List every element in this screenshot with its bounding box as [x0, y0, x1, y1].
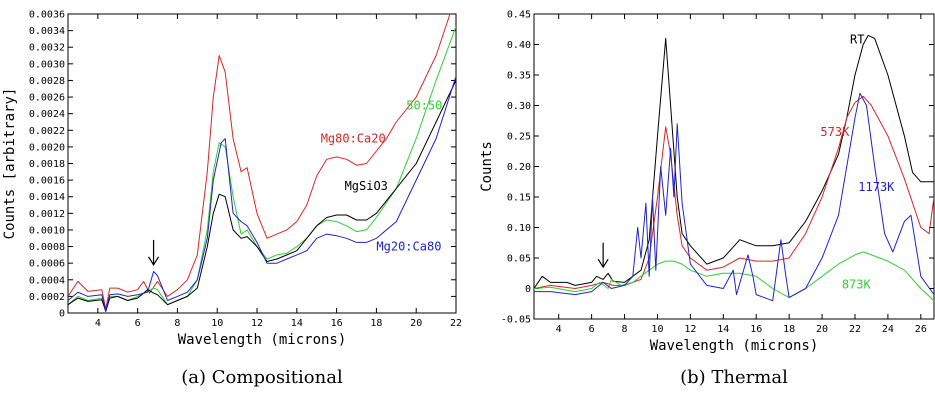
series-label-mg20-ca80: Mg20:Ca80 — [376, 240, 441, 254]
y-tick-label: 0.25 — [507, 132, 531, 143]
y-tick-label: 0.35 — [507, 71, 531, 82]
x-tick-label: 16 — [750, 324, 762, 335]
y-tick-label: 0.20 — [507, 162, 531, 173]
arrow-marker — [148, 239, 160, 266]
y-axis-label: Counts — [479, 141, 495, 192]
series-label-mg80-ca20: Mg80:Ca20 — [321, 132, 386, 146]
x-tick-label: 22 — [450, 318, 462, 329]
x-tick-label: 10 — [651, 324, 663, 335]
y-tick-label: 0 — [59, 309, 65, 320]
x-tick-label: 20 — [816, 324, 828, 335]
x-tick-label: 6 — [589, 324, 595, 335]
y-tick-label: 0.0016 — [29, 176, 65, 187]
y-tick-label: 0.0028 — [29, 76, 65, 87]
y-tick-label: 0.30 — [507, 101, 531, 112]
series-label-573k: 573K — [820, 125, 850, 139]
x-tick-label: 24 — [882, 324, 894, 335]
y-tick-label: 0.0006 — [29, 259, 65, 270]
chart-panel-1: 0 0.0002 0.0004 0.0006 0.0008 0.0010 0.0012 0.0… — [2, 10, 462, 389]
figure-caption: (b) Thermal — [680, 367, 788, 388]
x-tick-label: 18 — [370, 318, 382, 329]
x-tick-label: 22 — [849, 324, 861, 335]
y-tick-label: 0.05 — [507, 254, 531, 265]
y-tick-label: 0.0004 — [29, 275, 65, 286]
series-label-1173k: 1173K — [858, 180, 895, 194]
x-tick-label: 26 — [915, 324, 927, 335]
y-tick-label: 0.0024 — [29, 109, 65, 120]
x-axis-label: Wavelength (microns) — [650, 338, 819, 354]
x-tick-label: 6 — [135, 318, 141, 329]
y-tick-label: 0.0034 — [29, 26, 65, 37]
series-line-873k — [534, 251, 934, 302]
y-tick-label: 0.0030 — [29, 59, 65, 70]
y-tick-label: 0.15 — [507, 193, 531, 204]
y-tick-label: 0.0032 — [29, 43, 65, 54]
y-tick-label: 0.0022 — [29, 126, 65, 137]
y-tick-label: 0.0012 — [29, 209, 65, 220]
chart-panel-2: -0.05 0 0.05 0.10 0.15 0.20 0.25 0.30 0.35 0.40 0.… — [479, 10, 935, 388]
y-axis-label: Counts [arbitrary] — [2, 88, 18, 240]
y-tick-label: 0.0010 — [29, 225, 65, 236]
x-tick-label: 14 — [717, 324, 729, 335]
series-label-50-50: 50:50 — [406, 99, 442, 113]
figure-caption: (a) Compositional — [181, 367, 343, 388]
x-tick-label: 16 — [331, 318, 343, 329]
y-tick-label: 0.0020 — [29, 142, 65, 153]
x-tick-label: 8 — [174, 318, 180, 329]
series-label-mgsio3: MgSiO3 — [345, 179, 388, 193]
y-tick-label: 0.0026 — [29, 93, 65, 104]
series-line-mg20-ca80 — [68, 76, 456, 311]
x-tick-label: 4 — [556, 324, 562, 335]
x-axis-label: Wavelength (microns) — [178, 332, 347, 348]
plot-frame — [67, 13, 457, 314]
y-tick-label: 0 — [525, 284, 531, 295]
y-tick-label: -0.05 — [501, 315, 531, 326]
series-line-573k — [534, 95, 934, 289]
x-tick-label: 20 — [410, 318, 422, 329]
series-line-50-50 — [68, 26, 456, 312]
series-line-rt — [534, 34, 934, 289]
y-tick-label: 0.0036 — [29, 10, 65, 21]
arrow-head — [148, 256, 160, 266]
x-tick-label: 18 — [783, 324, 795, 335]
y-tick-label: 0.45 — [507, 10, 531, 21]
y-tick-label: 0.0002 — [29, 292, 65, 303]
y-tick-label: 0.10 — [507, 223, 531, 234]
x-tick-label: 12 — [251, 318, 263, 329]
x-tick-label: 14 — [291, 318, 303, 329]
y-tick-label: 0.0018 — [29, 159, 65, 170]
arrow-head — [597, 258, 609, 269]
x-tick-label: 12 — [684, 324, 696, 335]
series-line-mgsio3 — [68, 80, 456, 312]
series-label-rt: RT — [850, 32, 864, 46]
y-tick-label: 0.0008 — [29, 242, 65, 253]
x-tick-label: 4 — [95, 318, 101, 329]
series-label-873k: 873K — [842, 278, 872, 292]
arrow-marker — [597, 242, 609, 269]
y-tick-label: 0.0014 — [29, 192, 65, 203]
y-tick-label: 0.40 — [507, 40, 531, 51]
x-tick-label: 10 — [211, 318, 223, 329]
series-line-mg80-ca20 — [68, 14, 451, 310]
x-tick-label: 8 — [622, 324, 628, 335]
series-line-1173k — [534, 92, 934, 302]
